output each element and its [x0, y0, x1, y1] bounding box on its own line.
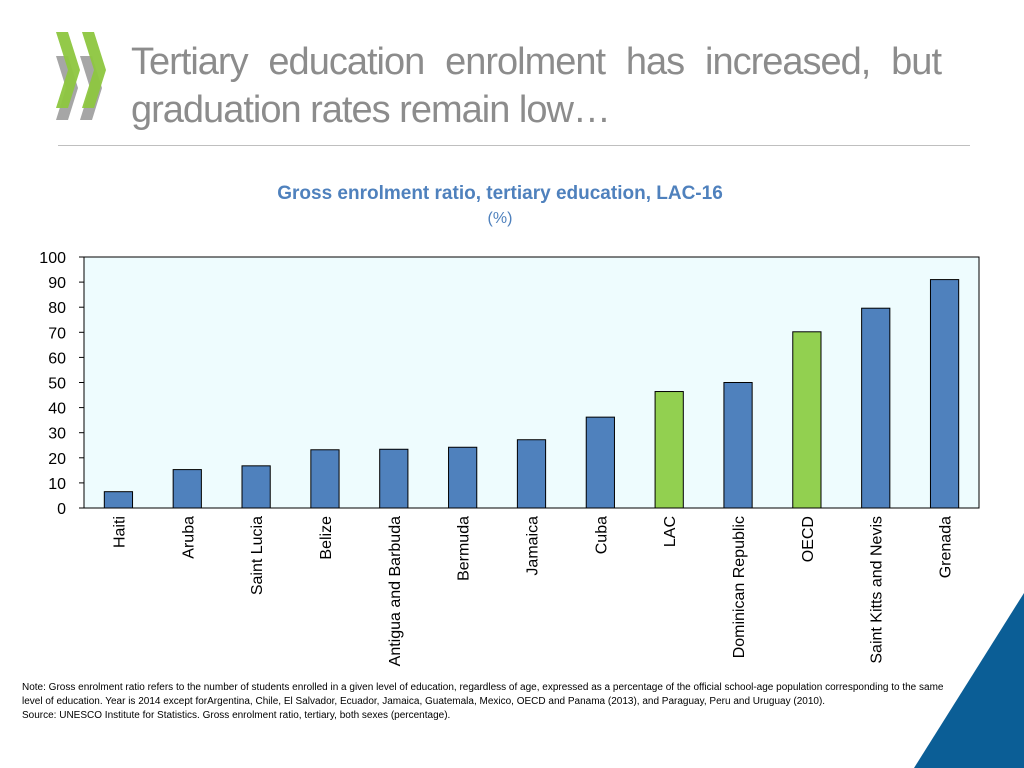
bar: [172, 469, 202, 509]
x-tick-label: Belize: [318, 516, 335, 560]
x-tick-label: Dominican Republic: [731, 516, 748, 658]
oecd-chevron-logo: [56, 32, 106, 120]
y-tick-label: 50: [48, 376, 66, 393]
logo-chevron-green-right: [82, 32, 106, 108]
title-divider: [58, 145, 970, 146]
bar: [792, 331, 822, 509]
x-tick-label: Cuba: [593, 516, 610, 554]
corner-triangle: [914, 593, 1024, 768]
x-tick-label: Bermuda: [456, 516, 473, 581]
bar: [103, 491, 134, 509]
slide-title: Tertiary education enrolment has increas…: [131, 41, 942, 131]
x-tick-label: Grenada: [938, 516, 955, 578]
x-tick-label: Saint Lucia: [249, 516, 266, 595]
logo-chevron-green-left: [56, 32, 80, 108]
y-tick-label: 40: [48, 401, 66, 418]
source-line: Source: UNESCO Institute for Statistics.…: [22, 710, 451, 721]
y-tick-label: 80: [48, 300, 66, 317]
bar: [448, 446, 478, 509]
chart-title: Gross enrolment ratio, tertiary educatio…: [277, 183, 723, 204]
note-line-1: Note: Gross enrolment ratio refers to th…: [22, 682, 944, 693]
corner-decoration: [914, 593, 1024, 768]
chart-notes: Note: Gross enrolment ratio refers to th…: [22, 681, 1012, 723]
bar: [654, 391, 684, 509]
y-tick-label: 60: [48, 350, 66, 367]
bar: [241, 465, 271, 509]
y-tick-label: 90: [48, 275, 66, 292]
x-tick-label: LAC: [662, 516, 679, 547]
bar: [516, 439, 547, 509]
x-tick-label: Saint Kitts and Nevis: [869, 516, 886, 664]
x-tick-label: Haiti: [111, 516, 128, 548]
bar-chart: 0 10 20 30 40 50 60 70 80 90 100 Haiti Aruba Saint Lu…: [39, 250, 980, 666]
bar: [379, 448, 409, 509]
y-tick-label: 0: [57, 501, 66, 518]
y-tick-label: 20: [48, 451, 66, 468]
x-tick-label: Aruba: [180, 516, 197, 559]
bar: [929, 279, 960, 509]
y-tick-label: 10: [48, 476, 66, 493]
bar: [861, 307, 891, 509]
note-line-2: level of education. Year is 2014 except …: [22, 696, 826, 707]
x-tick-label: Jamaica: [525, 516, 542, 576]
y-tick-label: 100: [39, 250, 66, 267]
y-tick-label: 30: [48, 426, 66, 443]
bar: [585, 416, 615, 509]
bar: [310, 449, 340, 509]
y-tick-label: 70: [48, 325, 66, 342]
x-tick-label: OECD: [800, 516, 817, 562]
bar: [723, 382, 753, 509]
chart-subtitle: (%): [487, 210, 513, 227]
x-tick-label: Antigua and Barbuda: [387, 516, 404, 666]
